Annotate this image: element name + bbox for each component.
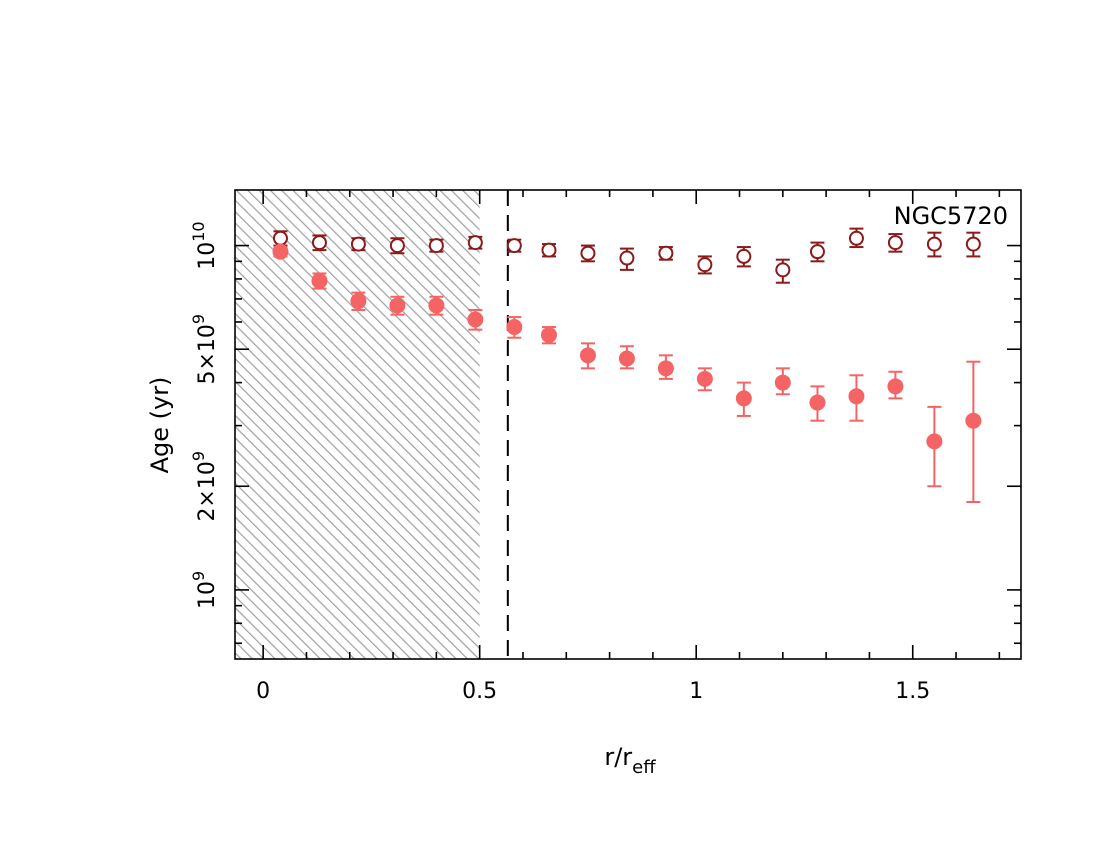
series-2 — [272, 243, 982, 504]
data-point — [311, 272, 328, 290]
filled-marker — [696, 370, 713, 387]
open-marker — [926, 236, 942, 252]
series-1 — [272, 227, 981, 284]
data-point — [775, 258, 791, 284]
data-point — [696, 367, 713, 392]
data-point — [926, 405, 943, 488]
x-tick-label: 1.5 — [895, 679, 930, 704]
galaxy-name-annotation: NGC5720 — [894, 202, 1008, 230]
data-point — [506, 316, 523, 339]
filled-marker — [926, 433, 943, 450]
open-marker — [467, 235, 483, 251]
x-axis-label-subscript: eff — [632, 757, 656, 778]
open-marker — [428, 238, 444, 254]
filled-marker — [657, 360, 674, 377]
filled-marker — [965, 412, 982, 429]
data-point — [506, 238, 522, 254]
open-marker — [736, 248, 752, 264]
open-marker — [887, 235, 903, 251]
data-point — [467, 235, 483, 251]
filled-marker — [350, 293, 367, 310]
data-point — [657, 354, 674, 380]
x-tick-label: 1 — [689, 679, 703, 704]
data-point — [774, 367, 791, 396]
y-tick-label: 2×109 — [189, 451, 220, 522]
data-point — [809, 241, 825, 263]
filled-marker — [735, 390, 752, 407]
x-axis-ticks: 0 0.5 1 1.5 — [256, 190, 1001, 704]
x-tick-label: 0.5 — [462, 679, 497, 704]
data-point — [540, 326, 557, 345]
filled-marker — [506, 319, 523, 336]
filled-marker — [774, 374, 791, 391]
open-marker — [697, 257, 713, 273]
filled-marker — [428, 297, 445, 314]
open-marker — [311, 235, 327, 251]
data-point — [580, 244, 596, 263]
open-marker — [272, 230, 288, 246]
filled-marker — [311, 272, 328, 289]
open-marker — [506, 238, 522, 254]
data-point — [272, 243, 289, 260]
data-point — [735, 381, 752, 417]
data-point — [619, 247, 635, 271]
data-point — [350, 291, 367, 311]
filled-marker — [389, 297, 406, 314]
data-point — [618, 345, 635, 370]
filled-marker — [272, 243, 289, 260]
y-tick-label: 5×109 — [189, 314, 220, 385]
y-axis-label: Age (yr) — [146, 377, 174, 474]
filled-marker — [579, 347, 596, 364]
data-point — [736, 246, 752, 268]
data-point — [389, 295, 406, 316]
data-point — [389, 237, 405, 255]
data-series — [272, 227, 982, 504]
data-point — [697, 255, 713, 275]
data-point — [428, 238, 444, 254]
open-marker — [965, 236, 981, 252]
filled-marker — [467, 311, 484, 328]
filled-marker — [848, 388, 865, 405]
data-point — [428, 295, 445, 316]
data-point — [272, 230, 288, 247]
data-point — [809, 385, 826, 422]
data-point — [350, 236, 366, 252]
data-point — [926, 231, 942, 258]
plot-frame — [234, 189, 1022, 660]
data-point — [848, 227, 864, 249]
hatched-area — [235, 190, 480, 659]
open-marker — [658, 245, 674, 261]
open-marker — [580, 245, 596, 261]
filled-marker — [618, 350, 635, 367]
open-marker — [350, 236, 366, 252]
filled-marker — [887, 378, 904, 395]
data-point — [541, 242, 557, 258]
open-marker — [389, 238, 405, 254]
data-point — [887, 370, 904, 400]
open-marker — [619, 250, 635, 266]
open-marker — [541, 242, 557, 258]
y-axis-ticks: 109 2×109 5×109 1010 — [189, 221, 1021, 645]
open-marker — [848, 230, 864, 246]
x-axis-label: r/reff — [604, 743, 656, 778]
filled-marker — [540, 326, 557, 343]
y-tick-label: 109 — [189, 571, 220, 609]
x-tick-label: 0 — [256, 679, 270, 704]
open-marker — [809, 244, 825, 260]
data-point — [467, 308, 484, 331]
data-point — [579, 342, 596, 370]
filled-marker — [809, 394, 826, 411]
open-marker — [775, 262, 791, 278]
data-point — [311, 234, 327, 252]
excluded-region-hatch — [235, 190, 480, 659]
data-point — [887, 233, 903, 253]
data-point — [848, 374, 865, 422]
data-point — [965, 360, 982, 504]
data-point — [658, 245, 674, 261]
data-point — [965, 231, 981, 258]
y-tick-label: 1010 — [189, 221, 220, 269]
